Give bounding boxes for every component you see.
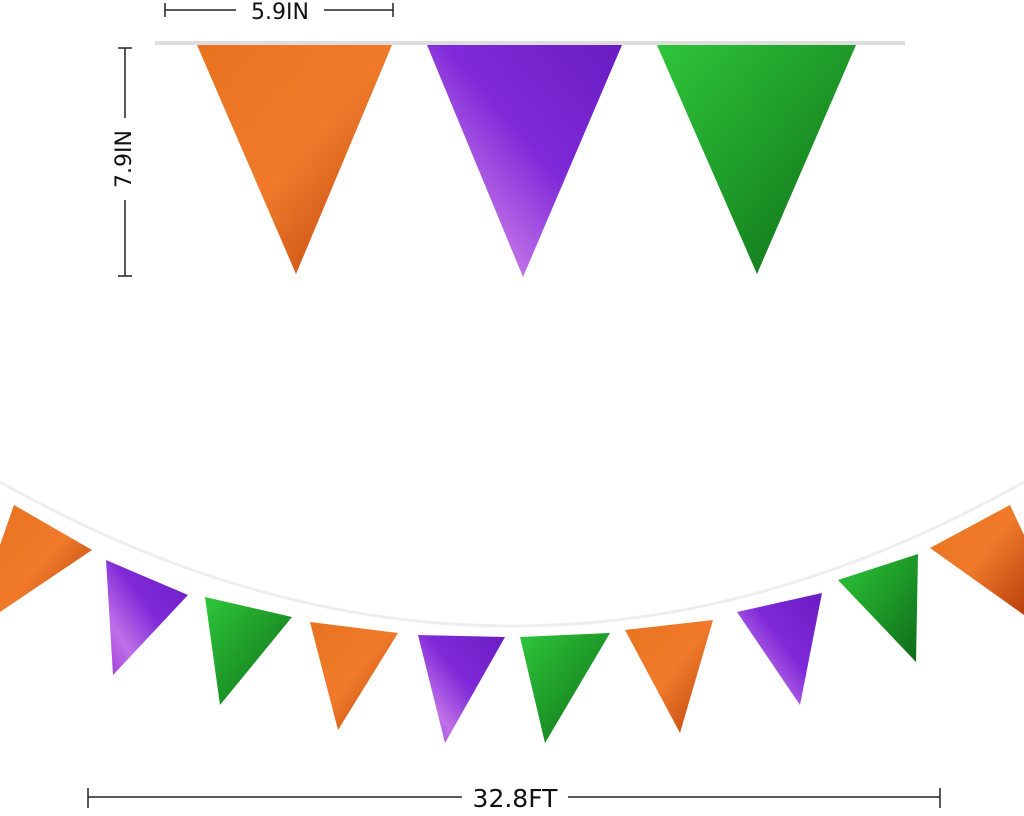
label-bg xyxy=(111,118,139,200)
flag-green xyxy=(205,597,292,705)
flag-purple xyxy=(427,45,622,277)
flag-green xyxy=(657,45,856,274)
flag-purple xyxy=(106,560,188,675)
flag-orange xyxy=(0,505,92,612)
label-bg xyxy=(462,784,568,814)
flag-green xyxy=(838,554,918,662)
flag-orange xyxy=(197,45,392,274)
height-label: 7.9IN xyxy=(112,130,137,188)
string xyxy=(0,480,1024,628)
flag-purple xyxy=(737,593,822,705)
length-label: 32.8FT xyxy=(473,784,559,813)
width-label: 5.9IN xyxy=(251,0,309,25)
label-bg xyxy=(236,0,324,24)
flag-green xyxy=(520,633,610,743)
flag-orange xyxy=(930,505,1024,615)
flag-orange xyxy=(310,622,398,730)
flag-purple xyxy=(418,635,505,743)
flag-orange xyxy=(625,620,713,733)
